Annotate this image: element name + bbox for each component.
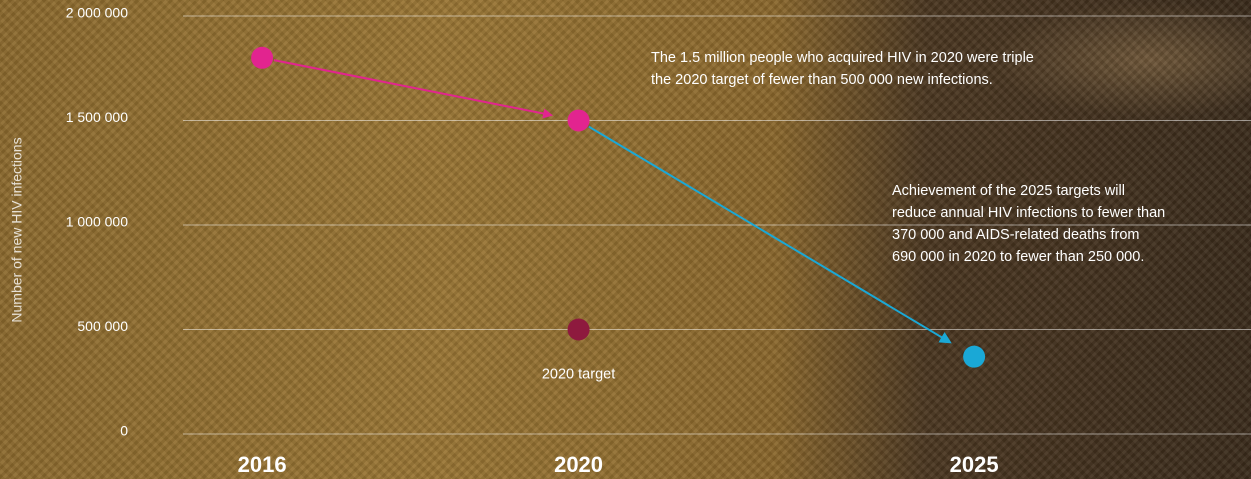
annotation: Achievement of the 2025 targets will (892, 183, 1125, 199)
annotation: 690 000 in 2020 to fewer than 250 000. (892, 249, 1144, 265)
x-tick-label: 2016 (238, 452, 287, 477)
y-tick-label: 2 000 000 (66, 5, 128, 21)
x-tick-label: 2025 (950, 452, 999, 477)
target-label: 2020 target (542, 366, 615, 382)
y-tick-label: 1 500 000 (66, 109, 128, 125)
x-tick-label: 2020 (554, 452, 603, 477)
annotation: reduce annual HIV infections to fewer th… (892, 205, 1165, 221)
trend-arrow (588, 125, 952, 344)
y-tick-label: 0 (120, 423, 128, 439)
annotation: the 2020 target of fewer than 500 000 ne… (651, 72, 993, 88)
y-axis-label: Number of new HIV infections (9, 137, 25, 322)
y-tick-label: 500 000 (77, 318, 128, 334)
target-point (567, 318, 590, 341)
data-point (963, 345, 986, 368)
annotation: The 1.5 million people who acquired HIV … (651, 50, 1034, 66)
y-tick-label: 1 000 000 (66, 214, 128, 230)
trend-arrow (273, 59, 554, 119)
data-point (567, 109, 590, 132)
data-point (251, 46, 274, 69)
annotation: 370 000 and AIDS-related deaths from (892, 227, 1139, 243)
